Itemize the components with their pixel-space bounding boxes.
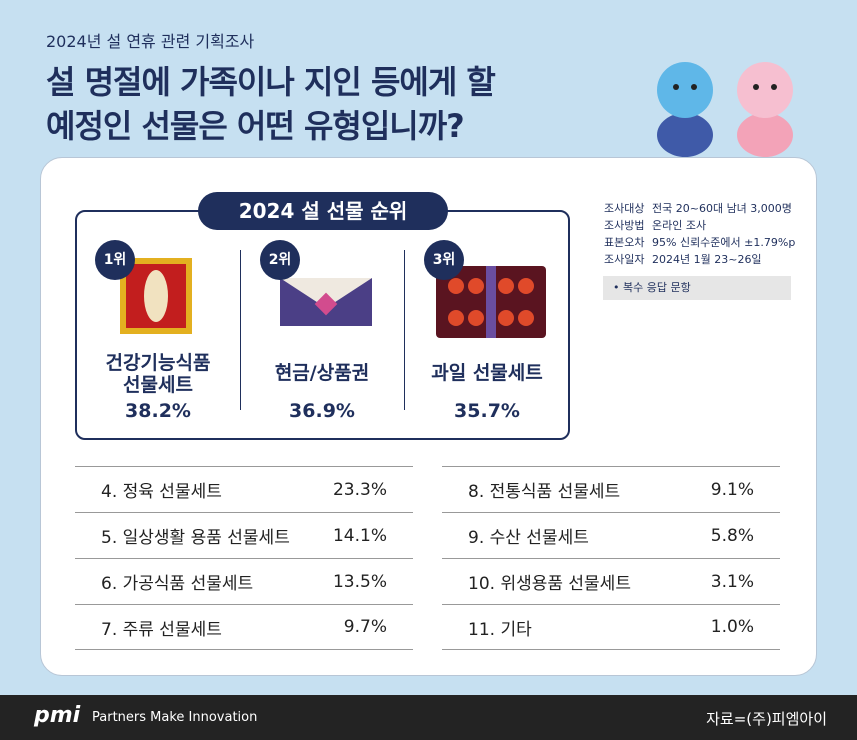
info-row: 조사대상 전국 20~60대 남녀 3,000명	[604, 200, 795, 217]
ranking-list: 4. 정육 선물세트 23.3% 5. 일상생활 용품 선물세트 14.1% 6. 가공…	[75, 466, 413, 650]
top-label: 과일 선물세트	[407, 362, 567, 384]
label-line: 과일 선물세트	[431, 362, 543, 384]
mascots	[657, 62, 793, 157]
ranking-row: 4. 정육 선물세트 23.3%	[75, 466, 413, 512]
ranking-value: 3.1%	[710, 571, 754, 592]
rank-badge: 3위	[424, 240, 464, 280]
icon-fruit	[436, 266, 546, 338]
top-value: 35.7%	[454, 400, 520, 422]
label-line: 선물세트	[123, 374, 193, 396]
ranking-value: 13.5%	[332, 571, 387, 592]
note: • 복수 응답 문항	[603, 276, 791, 300]
footer: pmi Partners Make Innovation 자료=(주)피엠아이	[0, 695, 857, 740]
top-value: 36.9%	[289, 400, 355, 422]
info-row: 표본오차 95% 신뢰수준에서 ±1.79%p	[604, 234, 795, 251]
ranking-value: 14.1%	[332, 525, 387, 546]
tagline: Partners Make Innovation	[92, 710, 258, 725]
ranking-row: 9. 수산 선물세트 5.8%	[442, 512, 780, 558]
logo: pmi	[34, 703, 81, 728]
ranking-row: 11. 기타 1.0%	[442, 604, 780, 650]
title-line: 설 명절에 가족이나 지인 등에게 할	[46, 63, 496, 101]
ranking-row: 6. 가공식품 선물세트 13.5%	[75, 558, 413, 604]
top-value: 38.2%	[125, 400, 191, 422]
panel	[40, 157, 817, 676]
ranking-row: 5. 일상생활 용품 선물세트 14.1%	[75, 512, 413, 558]
info-label: 조사방법	[604, 219, 645, 232]
top3-badge: 2024 설 선물 순위	[198, 192, 448, 230]
source: 자료=(주)피엠아이	[706, 710, 827, 728]
info-row: 조사방법 온라인 조사	[604, 217, 795, 234]
label-line: 현금/상품권	[274, 362, 370, 384]
note-text: 복수 응답 문항	[623, 281, 691, 294]
ranking-value: 9.1%	[710, 479, 754, 500]
label-line: 건강기능식품	[105, 352, 211, 374]
subtitle: 2024년 설 연휴 관련 기획조사	[46, 32, 255, 51]
ranking-label: 11. 기타	[468, 619, 532, 640]
ranking-label: 4. 정육 선물세트	[101, 482, 222, 502]
info-label: 표본오차	[604, 236, 645, 249]
rank-badge: 1위	[95, 240, 135, 280]
ranking-value: 23.3%	[332, 479, 387, 500]
ranking-list: 8. 전통식품 선물세트 9.1% 9. 수산 선물세트 5.8% 10. 위생용품 선…	[442, 466, 780, 650]
ranking-label: 10. 위생용품 선물세트	[468, 574, 631, 594]
info-row: 조사일자 2024년 1월 23~26일	[604, 251, 795, 268]
ranking-row: 10. 위생용품 선물세트 3.1%	[442, 558, 780, 604]
icon-health	[120, 258, 192, 334]
ranking-label: 9. 수산 선물세트	[468, 528, 589, 548]
ranking-row: 8. 전통식품 선물세트 9.1%	[442, 466, 780, 512]
ranking-label: 6. 가공식품 선물세트	[101, 574, 254, 594]
info-value: 전국 20~60대 남녀 3,000명	[652, 202, 792, 215]
ranking-label: 8. 전통식품 선물세트	[468, 482, 621, 502]
ranking-value: 1.0%	[710, 617, 754, 637]
ranking-value: 5.8%	[710, 525, 754, 546]
info-value: 2024년 1월 23~26일	[652, 253, 762, 266]
top-label: 건강기능식품 선물세트	[78, 352, 238, 396]
info-label: 조사대상	[604, 202, 645, 215]
rank-badge: 2위	[260, 240, 300, 280]
ranking-value: 9.7%	[343, 617, 387, 637]
title-line: 예정인 선물은 어떤 유형입니까?	[46, 107, 465, 145]
icon-envelope	[280, 278, 372, 326]
info-label: 조사일자	[604, 253, 645, 266]
ranking-row: 7. 주류 선물세트 9.7%	[75, 604, 413, 650]
top-label: 현금/상품권	[242, 362, 402, 384]
ranking-label: 5. 일상생활 용품 선물세트	[101, 528, 290, 548]
info-value: 온라인 조사	[652, 219, 707, 232]
ranking-label: 7. 주류 선물세트	[101, 619, 222, 640]
info-value: 95% 신뢰수준에서 ±1.79%p	[652, 236, 796, 249]
